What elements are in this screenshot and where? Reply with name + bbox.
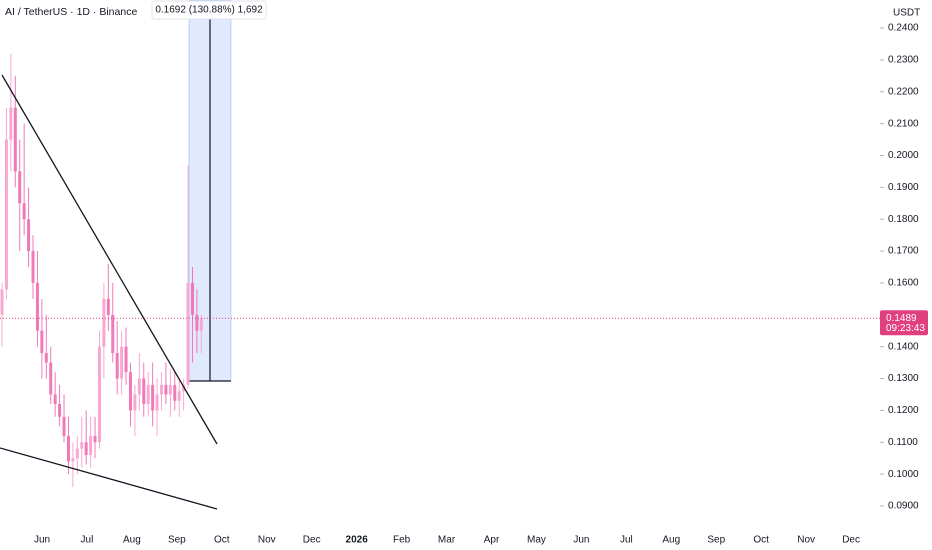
candle-body	[89, 435, 93, 455]
x-tick-label: Feb	[393, 535, 411, 546]
candle-body	[151, 384, 155, 411]
candle-body	[146, 384, 150, 405]
x-tick-label: May	[527, 535, 546, 546]
y-tick-label: 0.1200	[888, 405, 919, 416]
candle-body	[155, 394, 159, 411]
candle-body	[124, 346, 128, 373]
candle-body	[84, 442, 88, 455]
candle-body	[199, 318, 203, 331]
candle-body	[13, 107, 17, 172]
y-tick-label: 0.2400	[888, 23, 919, 34]
candles	[0, 53, 203, 487]
candle-body	[27, 219, 31, 252]
candle-body	[35, 282, 39, 331]
candle-body	[120, 346, 124, 379]
x-tick-label: 2026	[346, 535, 369, 546]
candle-body	[97, 346, 101, 443]
candle-body	[4, 139, 8, 290]
y-tick-label: 0.1700	[888, 246, 919, 257]
candle-body	[66, 435, 70, 462]
candle-body	[58, 404, 62, 417]
candle-body	[168, 384, 172, 395]
candle-body	[106, 298, 110, 315]
y-tick-label: 0.2200	[888, 86, 919, 97]
measure-label-box	[151, 0, 267, 20]
candle-body	[195, 314, 199, 331]
y-tick-label: 0.2000	[888, 150, 919, 161]
candle-body	[177, 391, 181, 401]
candle-body	[173, 384, 177, 401]
y-tick-label: 0.0900	[888, 501, 919, 512]
chart-title: AI / TetherUS · 1D · Binance	[5, 6, 137, 18]
y-tick-label: 0.1600	[888, 278, 919, 289]
candle-body	[142, 378, 146, 405]
candle-body	[164, 384, 168, 395]
price-label-box	[880, 310, 928, 336]
y-tick-label: 0.1000	[888, 469, 919, 480]
x-tick-label: Aug	[123, 535, 141, 546]
x-tick-label: Apr	[484, 535, 500, 546]
candle-body	[71, 458, 75, 462]
x-tick-label: Dec	[842, 535, 860, 546]
x-tick-label: Jun	[573, 535, 589, 546]
candle-body	[102, 298, 106, 347]
x-tick-label: Jul	[620, 535, 633, 546]
candle-body	[93, 435, 97, 443]
y-unit: USDT	[893, 8, 920, 19]
candle-body	[18, 171, 22, 204]
x-tick-label: Dec	[303, 535, 321, 546]
x-tick-label: Oct	[214, 535, 230, 546]
x-tick-label: Mar	[438, 535, 456, 546]
measure-label: 0.1692 (130.88%) 1,692	[155, 5, 263, 16]
candle-body	[0, 289, 4, 315]
x-tick-label: Nov	[797, 535, 815, 546]
candle-body	[40, 330, 44, 354]
candle-body	[128, 372, 132, 411]
y-tick-label: 0.1100	[888, 437, 918, 448]
candle-body	[31, 251, 35, 283]
y-tick-label: 0.1800	[888, 214, 919, 225]
candle-body	[62, 416, 66, 436]
candle-body	[190, 282, 194, 315]
y-tick-label: 0.1300	[888, 373, 919, 384]
x-tick-label: Sep	[707, 535, 725, 546]
x-tick-label: Nov	[258, 535, 276, 546]
x-tick-label: Jul	[81, 535, 94, 546]
y-tick-label: 0.2100	[888, 118, 919, 129]
candle-body	[186, 282, 190, 385]
x-tick-label: Sep	[168, 535, 186, 546]
candle-body	[115, 353, 119, 379]
trendline	[0, 447, 218, 510]
x-tick-label: Jun	[34, 535, 50, 546]
candle-body	[49, 362, 53, 395]
trendline	[1, 74, 218, 445]
price-label: 0.1489	[886, 313, 917, 324]
candle-body	[75, 448, 79, 459]
candle-body	[133, 394, 137, 411]
y-tick-label: 0.1400	[888, 341, 919, 352]
candle-body	[182, 384, 186, 392]
y-tick-label: 0.1900	[888, 182, 919, 193]
candle-body	[159, 384, 163, 395]
x-tick-label: Aug	[662, 535, 680, 546]
candle-body	[22, 203, 26, 220]
candle-body	[9, 107, 13, 140]
candle-body	[137, 378, 141, 395]
y-tick-label: 0.2300	[888, 55, 919, 66]
candle-body	[44, 353, 48, 363]
candle-body	[80, 442, 84, 449]
countdown: 09:23:43	[886, 323, 925, 334]
candle-body	[53, 394, 57, 405]
x-tick-label: Oct	[753, 535, 769, 546]
candle-body	[111, 314, 115, 354]
